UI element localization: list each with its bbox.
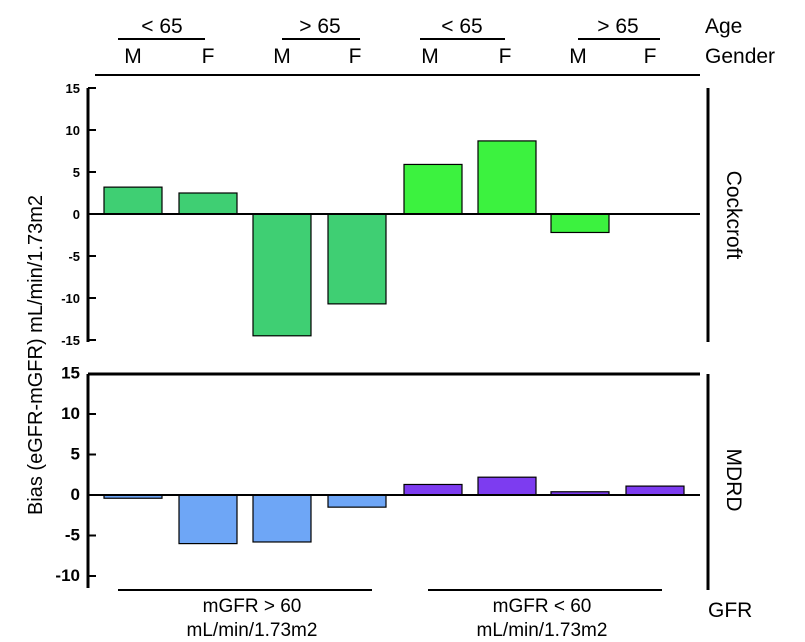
age-group-label: < 65 — [441, 15, 482, 38]
age-group-label: < 65 — [141, 15, 182, 38]
bar-mark — [252, 213, 312, 337]
gender-label: F — [202, 45, 215, 68]
cockcroft-bars — [103, 140, 610, 337]
bar-mark — [252, 494, 312, 543]
panel-label-cockcroft: Cockcroft — [722, 171, 745, 260]
gfr-group-label: mL/min/1.73m2 — [477, 620, 608, 641]
age-group-label: > 65 — [597, 15, 638, 38]
y-tick-label: 15 — [61, 364, 80, 383]
y-tick-label: -15 — [61, 333, 80, 348]
bar-mark — [403, 163, 463, 215]
bar-mark — [103, 186, 163, 215]
bar-mark — [477, 140, 537, 215]
gender-header: M F M F M F M F Gender — [124, 45, 775, 68]
y-tick-label: -5 — [65, 526, 80, 545]
gender-label: F — [349, 45, 362, 68]
gfr-row-label: GFR — [708, 599, 752, 622]
bar-mark — [625, 485, 685, 496]
cockcroft-y-ticks: 15 10 5 0 -5 -10 -15 — [61, 81, 96, 348]
bar-mark — [178, 192, 238, 215]
gfr-group-label: mGFR > 60 — [203, 596, 302, 617]
bar-mark — [327, 213, 387, 305]
mdrd-y-ticks: 15 10 5 0 -5 -10 — [55, 364, 96, 585]
y-tick-label: -5 — [68, 249, 80, 264]
y-tick-label: 5 — [73, 165, 80, 180]
y-tick-label: 0 — [71, 485, 80, 504]
age-row-label: Age — [705, 15, 742, 38]
y-tick-label: 5 — [71, 445, 80, 464]
y-tick-label: 15 — [66, 81, 80, 96]
bar-mark — [550, 213, 610, 234]
mdrd-panel: 15 10 5 0 -5 -10 — [55, 364, 700, 588]
gender-row-label: Gender — [705, 45, 775, 68]
gender-label: M — [569, 45, 587, 68]
y-tick-label: -10 — [61, 291, 80, 306]
gender-label: M — [124, 45, 142, 68]
bar-mark — [477, 476, 537, 496]
gfr-group-label: mGFR < 60 — [493, 596, 592, 617]
gender-label: M — [273, 45, 291, 68]
bar-mark — [403, 483, 463, 496]
cockcroft-panel: 15 10 5 0 -5 -10 -15 — [61, 81, 700, 348]
age-header: < 65 > 65 < 65 > 65 Age — [118, 15, 742, 40]
gfr-group-label: mL/min/1.73m2 — [187, 620, 318, 641]
y-tick-label: 10 — [66, 123, 80, 138]
gender-label: M — [421, 45, 439, 68]
gender-label: F — [644, 45, 657, 68]
bar-mark — [327, 494, 387, 508]
age-group-label: > 65 — [299, 15, 340, 38]
mdrd-bars — [103, 476, 685, 545]
y-tick-label: -10 — [55, 566, 80, 585]
y-tick-label: 10 — [61, 404, 80, 423]
gender-label: F — [499, 45, 512, 68]
bar-mark — [178, 494, 238, 545]
y-axis-title: Bias (eGFR-mGFR) mL/min/1.73m2 — [25, 195, 47, 515]
panel-label-mdrd: MDRD — [722, 449, 745, 512]
gfr-footer: mGFR > 60 mL/min/1.73m2 mGFR < 60 mL/min… — [118, 589, 752, 641]
y-tick-label: 0 — [73, 207, 80, 222]
